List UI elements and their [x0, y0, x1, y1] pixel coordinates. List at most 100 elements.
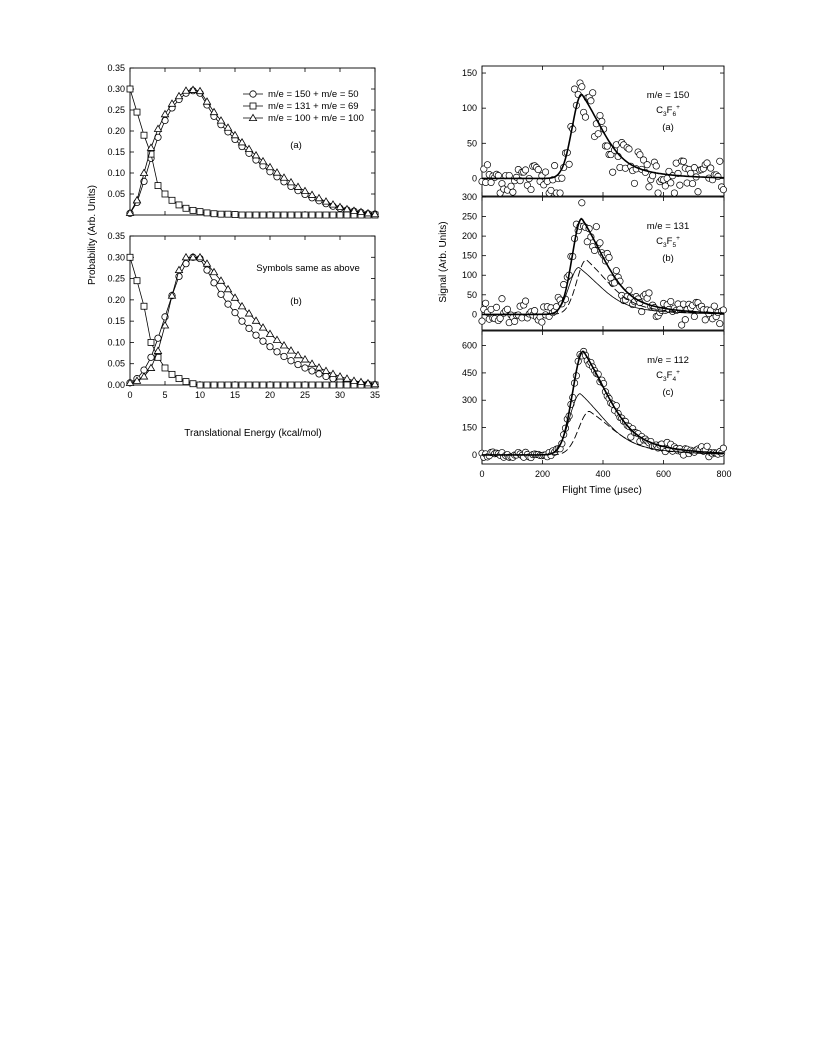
ion-formula-part: F — [667, 236, 673, 247]
data-point-triangle — [363, 378, 373, 387]
data-point-circle — [287, 357, 295, 365]
ion-formula-part: C — [656, 370, 663, 381]
data-point-square — [287, 211, 295, 219]
y-tick-label: 200 — [462, 231, 477, 241]
data-point-square — [266, 211, 274, 219]
data-point-square — [238, 381, 246, 389]
data-point-circle — [719, 186, 727, 194]
left-panel-b: 0.00 0.05 0.10 0.15 0.20 0.25 0.30 0.35 0 5 10 15 20… — [107, 231, 380, 400]
data-point-square — [217, 210, 225, 218]
y-tick-label: 150 — [462, 68, 477, 78]
data-point-circle — [596, 111, 604, 120]
series-triangle — [125, 252, 380, 388]
data-point-circle — [558, 174, 566, 182]
legend: m/e = 150 + m/e = 50m/e = 131 + m/e = 69… — [243, 89, 364, 124]
ion-formula-part: + — [676, 104, 680, 111]
left-x-axis-label: Translational Energy (kcal/mol) — [184, 428, 321, 439]
data-point-triangle — [307, 190, 317, 198]
data-point-circle — [478, 317, 486, 325]
data-point-circle — [252, 331, 260, 339]
data-point-circle — [259, 337, 267, 345]
data-point-circle — [498, 295, 506, 303]
data-point-circle — [605, 253, 613, 262]
data-point-triangle — [216, 276, 226, 284]
data-point-circle — [667, 179, 675, 187]
x-tick-label: 25 — [300, 390, 310, 400]
data-point-circle — [703, 442, 711, 450]
ion-formula-part: 6 — [672, 111, 676, 118]
data-point-square — [245, 211, 253, 219]
data-point-triangle — [125, 378, 135, 386]
data-point-circle — [688, 180, 697, 188]
data-point-triangle — [356, 377, 366, 386]
left-panel-a: 0.000.050.100.150.200.250.300.35(a)m/e =… — [107, 63, 380, 219]
data-point-triangle — [279, 341, 289, 349]
ion-formula-part: 3 — [663, 111, 667, 118]
data-point-triangle — [139, 372, 149, 380]
data-point-square — [182, 378, 190, 385]
data-point-triangle — [328, 369, 338, 377]
data-point-triangle — [300, 355, 310, 363]
data-point-square — [217, 381, 225, 389]
data-point-triangle — [342, 374, 352, 382]
data-point-circle — [707, 164, 715, 172]
data-point-circle — [676, 181, 684, 189]
data-point-circle — [224, 300, 232, 308]
data-point-square — [273, 381, 281, 389]
data-point-square — [343, 381, 351, 389]
data-point-triangle — [314, 193, 324, 202]
y-tick-label: 100 — [462, 270, 477, 280]
data-point-triangle — [349, 376, 359, 384]
data-point-triangle — [314, 363, 324, 371]
y-tick-label: 0.30 — [107, 84, 125, 94]
data-point-triangle — [244, 144, 254, 153]
data-point-circle — [511, 317, 519, 325]
data-point-triangle — [153, 346, 163, 354]
data-point-triangle — [181, 86, 191, 94]
data-point-square — [189, 206, 197, 214]
data-point-circle — [571, 85, 579, 93]
ion-formula: C3F5+ — [656, 235, 680, 249]
data-point-circle — [701, 316, 709, 324]
data-point-square — [322, 381, 330, 389]
data-point-circle — [280, 352, 288, 361]
data-point-circle — [301, 364, 309, 372]
data-point-square — [175, 201, 183, 209]
legend-entry: m/e = 131 + m/e = 69 — [268, 101, 359, 112]
data-point-triangle — [293, 350, 303, 359]
right-panel-c: 0 150 300 450 600 0 200 400 600 800 m/e = 112 C3F4+… — [462, 330, 732, 479]
data-point-square — [203, 209, 211, 217]
x-tick-label: 15 — [230, 390, 240, 400]
data-point-circle — [645, 289, 653, 297]
data-point-circle — [670, 189, 678, 197]
data-point-triangle — [230, 130, 240, 139]
data-point-circle — [492, 303, 501, 311]
data-point-triangle — [216, 116, 226, 124]
data-point-circle — [217, 290, 225, 298]
data-point-circle — [703, 159, 711, 167]
data-point-square — [252, 381, 260, 389]
fit-curve-solid — [482, 350, 724, 456]
data-point-circle — [603, 142, 611, 150]
x-tick-label: 600 — [656, 469, 671, 479]
x-tick-label: 5 — [162, 390, 167, 400]
data-point-circle — [719, 444, 727, 452]
data-point-triangle — [209, 107, 219, 116]
data-point-triangle — [174, 265, 184, 274]
data-point-triangle — [349, 206, 359, 214]
ion-formula-part: 5 — [672, 242, 676, 249]
ion-formula-part: F — [667, 105, 673, 116]
data-point-square — [315, 381, 323, 389]
plot-frame — [481, 330, 725, 465]
y-tick-label: 0.15 — [107, 316, 125, 326]
y-tick-label: 250 — [462, 212, 477, 222]
data-point-circle — [482, 299, 490, 307]
data-point-square — [336, 211, 344, 219]
data-point-circle — [596, 239, 604, 247]
y-tick-label: 300 — [462, 395, 477, 405]
data-point-triangle — [265, 162, 275, 171]
data-point-circle — [612, 267, 620, 275]
y-tick-label: 150 — [462, 251, 477, 261]
data-point-triangle — [237, 301, 247, 310]
